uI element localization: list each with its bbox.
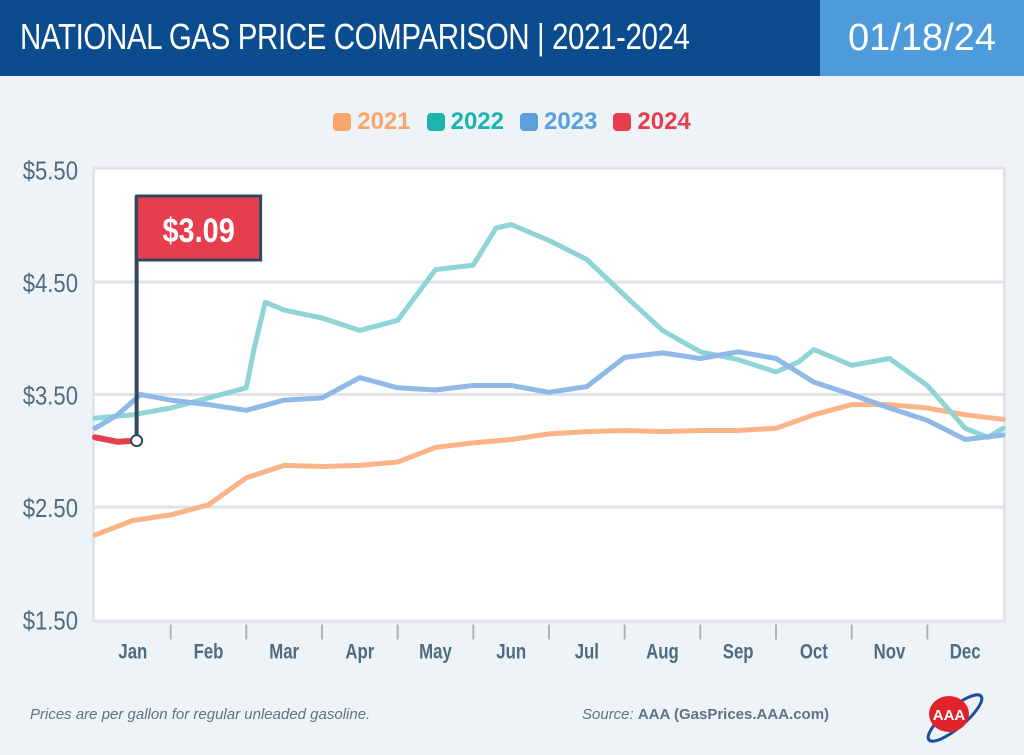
flag-label-box [135, 194, 263, 262]
y-tick-label: $5.50 [23, 157, 78, 186]
x-tick-label: Jul [575, 641, 599, 664]
x-tick-label: Oct [800, 641, 829, 664]
series-line-2022 [92, 222, 1006, 440]
x-tick-label: Dec [950, 641, 981, 664]
source-credit: Source: AAA (GasPrices.AAA.com) [582, 706, 829, 723]
legend-swatch [426, 113, 445, 131]
aaa-logo: AAA [926, 693, 984, 743]
x-tick-label: Feb [194, 641, 224, 664]
legend-label: 2021 [357, 108, 411, 135]
legend-swatch [613, 113, 632, 131]
header-bar: NATIONAL GAS PRICE COMPARISON | 2021-202… [0, 0, 820, 76]
legend-item-2023: 2023 [520, 108, 597, 136]
y-tick-label: $3.50 [23, 382, 78, 411]
series-line-2023 [92, 349, 1006, 442]
footnote: Prices are per gallon for regular unlead… [30, 706, 371, 723]
x-tick-label: May [419, 641, 452, 664]
legend-item-2022: 2022 [426, 108, 504, 136]
source-value: AAA (GasPrices.AAA.com) [637, 706, 830, 723]
legend-label: 2022 [450, 108, 504, 135]
x-tick-label: Apr [345, 641, 374, 664]
x-tick-label: Jan [118, 641, 147, 664]
y-tick-label: $2.50 [23, 494, 78, 523]
series-line-2021 [92, 402, 1006, 538]
legend-item-2024: 2024 [613, 108, 691, 136]
x-tick-label: Sep [723, 641, 754, 664]
legend-label: 2023 [544, 108, 598, 135]
x-tick-label: Nov [874, 641, 906, 664]
y-tick-label: $1.50 [23, 607, 78, 636]
flag-value-label: $3.09 [162, 211, 234, 250]
x-tick-label: Mar [269, 641, 299, 664]
x-tick-label: Jun [496, 641, 526, 664]
legend: 2021 2022 2023 2024 [0, 108, 1024, 136]
legend-label: 2024 [637, 108, 691, 135]
source-label: Source: [582, 706, 634, 723]
chart-title: NATIONAL GAS PRICE COMPARISON | 2021-202… [20, 16, 690, 57]
current-price-marker [130, 434, 144, 448]
legend-swatch [520, 113, 538, 131]
date-badge: 01/18/24 [820, 0, 1024, 76]
svg-text:AAA: AAA [933, 707, 966, 724]
y-tick-label: $4.50 [23, 269, 78, 298]
x-tick-label: Aug [646, 641, 679, 664]
legend-item-2021: 2021 [333, 108, 411, 136]
legend-swatch [333, 113, 352, 131]
